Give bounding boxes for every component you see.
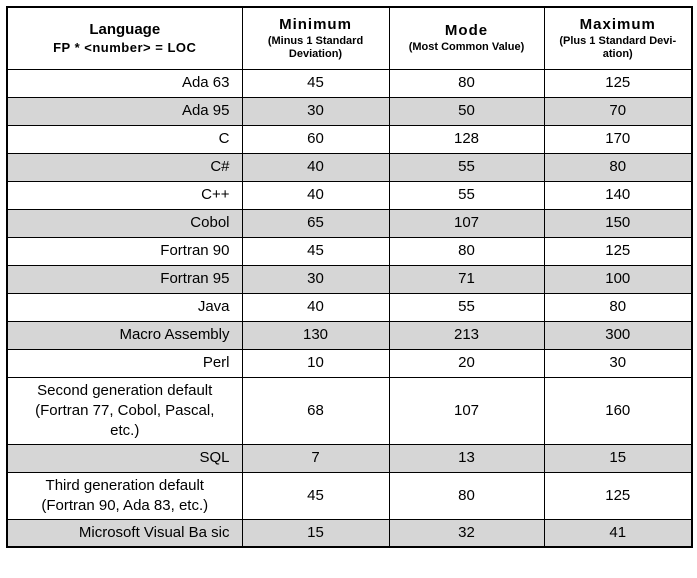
- min-cell: 45: [241, 68, 390, 98]
- language-cell: Fortran 95: [6, 264, 243, 294]
- min-cell: 7: [241, 443, 390, 473]
- mode-cell: 20: [388, 348, 545, 378]
- mode-cell: 55: [388, 180, 545, 210]
- min-cell: 65: [241, 208, 390, 238]
- table-row: SQL 7 13 15: [6, 443, 693, 473]
- metric-column-header: Maximum (Plus 1 Standard Devi- ation): [543, 6, 693, 70]
- metric-column-subtitle: (Minus 1 Standard Deviation): [267, 34, 364, 60]
- mode-cell: 80: [388, 68, 545, 98]
- mode-cell: 32: [388, 518, 545, 548]
- table-row: C# 40 55 80: [6, 152, 693, 182]
- table-row: Fortran 95 30 71 100: [6, 264, 693, 294]
- max-cell: 125: [543, 471, 693, 520]
- metric-column-header: Mode (Most Common Value): [388, 6, 545, 70]
- min-cell: 45: [241, 236, 390, 266]
- max-cell: 15: [543, 443, 693, 473]
- min-cell: 68: [241, 376, 390, 445]
- mode-cell: 71: [388, 264, 545, 294]
- table-row: C++ 40 55 140: [6, 180, 693, 210]
- min-cell: 130: [241, 320, 390, 350]
- language-cell: Third generation default (Fortran 90, Ad…: [6, 471, 243, 520]
- language-cell: Ada 63: [6, 68, 243, 98]
- mode-cell: 80: [388, 471, 545, 520]
- language-header-formula: FP * <number> = LOC: [53, 40, 197, 56]
- fp-loc-table-container: Language FP * <number> = LOC Minimum (Min…: [6, 6, 693, 548]
- language-cell: C#: [6, 152, 243, 182]
- mode-cell: 128: [388, 124, 545, 154]
- min-cell: 10: [241, 348, 390, 378]
- min-cell: 30: [241, 96, 390, 126]
- language-cell: Microsoft Visual Ba sic: [6, 518, 243, 548]
- table-row: Third generation default (Fortran 90, Ad…: [6, 471, 693, 520]
- metric-column-header: Minimum (Minus 1 Standard Deviation): [241, 6, 390, 70]
- max-cell: 150: [543, 208, 693, 238]
- max-cell: 70: [543, 96, 693, 126]
- language-cell: Java: [6, 292, 243, 322]
- language-column-header: Language FP * <number> = LOC: [6, 6, 243, 70]
- table-body: Ada 63 45 80 125 Ada 95 30 50 70 C 60 128 170 C# 40 55…: [6, 68, 693, 548]
- max-cell: 30: [543, 348, 693, 378]
- table-row: C 60 128 170: [6, 124, 693, 154]
- header-row: Language FP * <number> = LOC Minimum (Min…: [6, 6, 693, 70]
- max-cell: 80: [543, 292, 693, 322]
- table-header: Language FP * <number> = LOC Minimum (Min…: [6, 6, 693, 70]
- max-cell: 300: [543, 320, 693, 350]
- max-cell: 170: [543, 124, 693, 154]
- mode-cell: 55: [388, 152, 545, 182]
- min-cell: 30: [241, 264, 390, 294]
- table-row: Java 40 55 80: [6, 292, 693, 322]
- table-row: Macro Assembly 130 213 300: [6, 320, 693, 350]
- min-cell: 60: [241, 124, 390, 154]
- table-row: Ada 95 30 50 70: [6, 96, 693, 126]
- language-cell: C++: [6, 180, 243, 210]
- metric-column-subtitle: (Plus 1 Standard Devi- ation): [559, 34, 677, 60]
- language-cell: Fortran 90: [6, 236, 243, 266]
- mode-cell: 107: [388, 208, 545, 238]
- mode-cell: 80: [388, 236, 545, 266]
- max-cell: 125: [543, 68, 693, 98]
- language-cell: Second generation default (Fortran 77, C…: [6, 376, 243, 445]
- min-cell: 45: [241, 471, 390, 520]
- max-cell: 125: [543, 236, 693, 266]
- language-cell: Macro Assembly: [6, 320, 243, 350]
- mode-cell: 107: [388, 376, 545, 445]
- language-cell: Cobol: [6, 208, 243, 238]
- mode-cell: 50: [388, 96, 545, 126]
- max-cell: 100: [543, 264, 693, 294]
- language-cell: C: [6, 124, 243, 154]
- table-row: Second generation default (Fortran 77, C…: [6, 376, 693, 445]
- min-cell: 40: [241, 152, 390, 182]
- language-cell: Perl: [6, 348, 243, 378]
- min-cell: 15: [241, 518, 390, 548]
- max-cell: 140: [543, 180, 693, 210]
- min-cell: 40: [241, 292, 390, 322]
- metric-column-title: Maximum: [579, 15, 656, 33]
- mode-cell: 213: [388, 320, 545, 350]
- max-cell: 80: [543, 152, 693, 182]
- max-cell: 41: [543, 518, 693, 548]
- table-row: Cobol 65 107 150: [6, 208, 693, 238]
- table-row: Fortran 90 45 80 125: [6, 236, 693, 266]
- max-cell: 160: [543, 376, 693, 445]
- metric-column-subtitle: (Most Common Value): [408, 41, 525, 54]
- metric-column-title: Minimum: [279, 15, 352, 33]
- mode-cell: 13: [388, 443, 545, 473]
- table-row: Ada 63 45 80 125: [6, 68, 693, 98]
- language-header-title: Language: [89, 21, 161, 39]
- mode-cell: 55: [388, 292, 545, 322]
- table-row: Perl 10 20 30: [6, 348, 693, 378]
- table-row: Microsoft Visual Ba sic 15 32 41: [6, 518, 693, 548]
- fp-loc-conversion-table: Language FP * <number> = LOC Minimum (Min…: [6, 6, 693, 548]
- min-cell: 40: [241, 180, 390, 210]
- language-cell: Ada 95: [6, 96, 243, 126]
- metric-column-title: Mode: [444, 22, 489, 40]
- language-cell: SQL: [6, 443, 243, 473]
